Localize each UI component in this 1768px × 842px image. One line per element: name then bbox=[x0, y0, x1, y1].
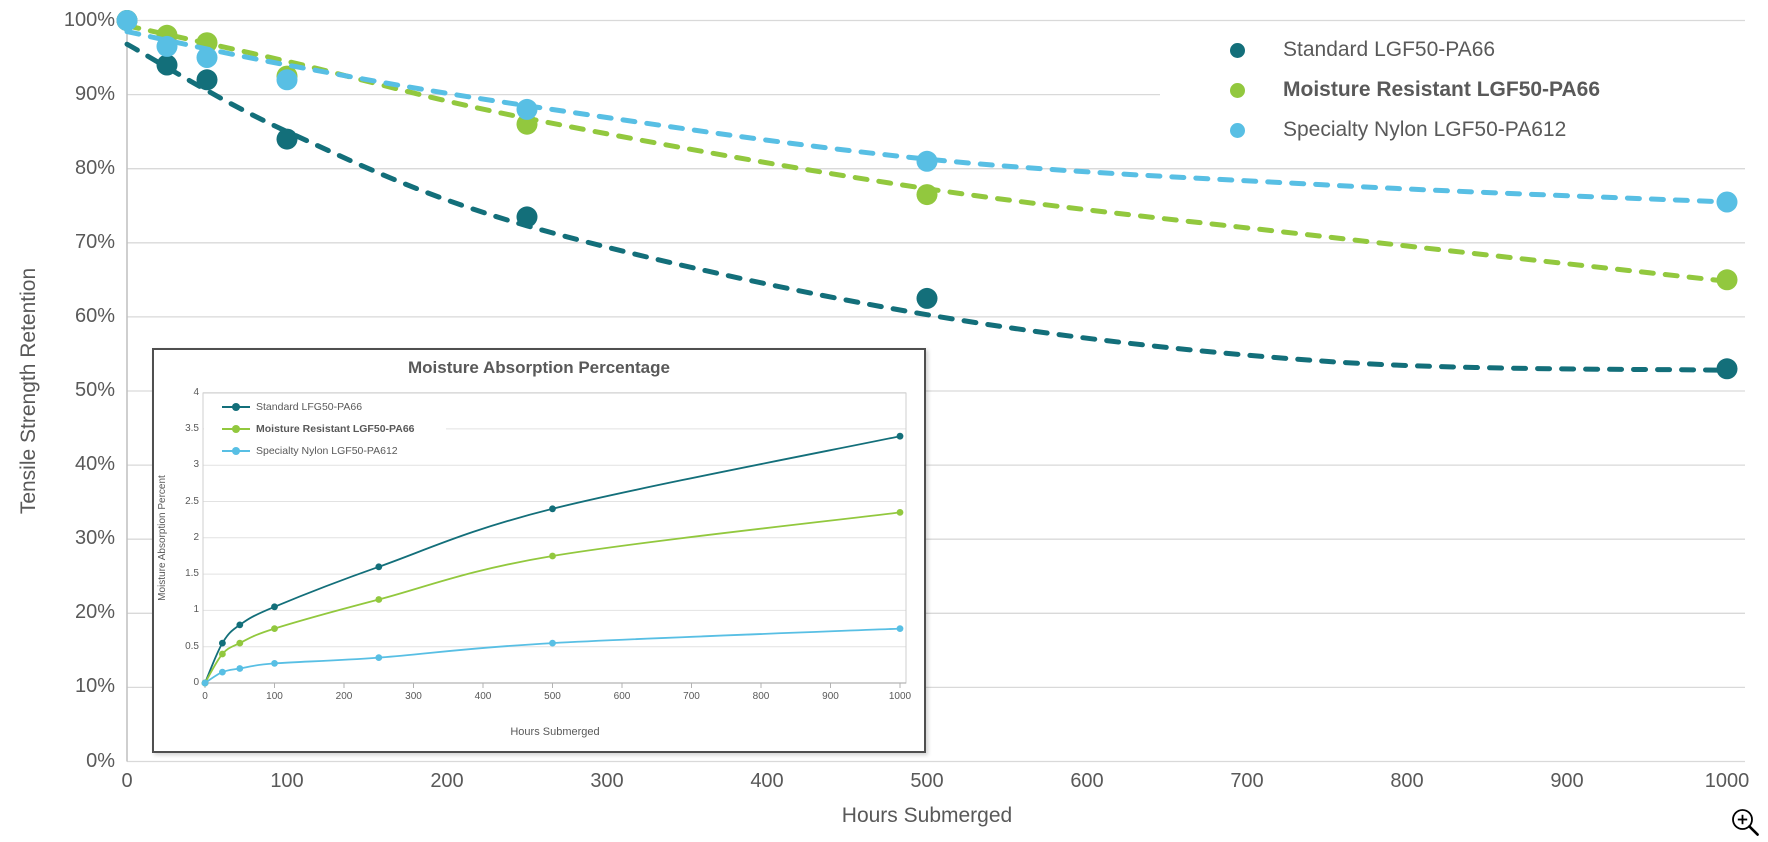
inset-chart-canvas bbox=[201, 392, 907, 688]
legend-item-specialty[interactable]: Specialty Nylon LGF50-PA612 bbox=[1160, 110, 1768, 150]
main-y-axis-title: Tensile Strength Retention bbox=[17, 267, 40, 515]
inset-legend-item-specialty[interactable]: Specialty Nylon LGF50-PA612 bbox=[204, 440, 446, 462]
x-tick-label: 800 bbox=[1390, 770, 1424, 792]
inset-y-tick-label: 2 bbox=[193, 531, 199, 543]
y-tick-label: 20% bbox=[74, 601, 115, 624]
inset-legend-label: Standard LFG50-PA66 bbox=[256, 401, 363, 413]
x-tick-label: 700 bbox=[1230, 770, 1264, 792]
x-tick-label: 0 bbox=[121, 770, 133, 792]
legend-item-standard[interactable]: Standard LGF50-PA66 bbox=[1160, 30, 1768, 70]
x-tick-label: 400 bbox=[750, 770, 784, 792]
inset-x-tick-label: 500 bbox=[544, 691, 561, 702]
inset-legend-label: Specialty Nylon LGF50-PA612 bbox=[256, 445, 398, 457]
inset-x-tick-label: 100 bbox=[266, 691, 283, 702]
x-tick-label: 200 bbox=[430, 770, 464, 792]
inset-x-tick-label: 1000 bbox=[888, 691, 912, 702]
inset-y-tick-label: 3.5 bbox=[185, 422, 199, 434]
y-tick-label: 40% bbox=[74, 453, 115, 476]
y-tick-label: 30% bbox=[74, 527, 115, 550]
main-legend: Standard LGF50-PA66 Moisture Resistant L… bbox=[1160, 30, 1768, 152]
legend-label: Specialty Nylon LGF50-PA612 bbox=[1283, 118, 1567, 141]
y-tick-label: 10% bbox=[74, 675, 115, 698]
specialty-line-marker-icon bbox=[222, 447, 250, 455]
moisture-resistant-line-marker-icon bbox=[222, 425, 250, 433]
legend-item-moisture-resistant[interactable]: Moisture Resistant LGF50-PA66 bbox=[1160, 70, 1768, 110]
inset-legend-item-moisture-resistant[interactable]: Moisture Resistant LGF50-PA66 bbox=[204, 418, 446, 440]
inset-x-axis-title: Hours Submerged bbox=[510, 726, 600, 738]
inset-moisture-absorption-chart: Moisture Absorption Percentage Moisture … bbox=[152, 348, 926, 753]
inset-y-tick-label: 4 bbox=[193, 386, 199, 398]
legend-label: Moisture Resistant LGF50-PA66 bbox=[1283, 78, 1601, 101]
zoom-in-icon[interactable] bbox=[1729, 806, 1763, 840]
y-tick-label: 60% bbox=[74, 304, 115, 327]
inset-y-tick-label: 3 bbox=[193, 459, 199, 471]
x-tick-label: 100 bbox=[270, 770, 304, 792]
x-tick-label: 500 bbox=[910, 770, 944, 792]
inset-x-tick-label: 800 bbox=[752, 691, 770, 702]
inset-y-tick-label: 0.5 bbox=[185, 640, 199, 652]
y-tick-label: 0% bbox=[86, 749, 115, 772]
x-tick-label: 900 bbox=[1550, 770, 1584, 792]
inset-x-tick-label: 700 bbox=[683, 691, 700, 702]
main-x-axis-title: Hours Submerged bbox=[841, 804, 1013, 827]
x-tick-label: 300 bbox=[590, 770, 624, 792]
inset-x-tick-label: 0 bbox=[202, 691, 208, 702]
x-tick-label: 1000 bbox=[1704, 770, 1750, 792]
inset-x-tick-label: 600 bbox=[613, 691, 631, 702]
inset-legend-item-standard[interactable]: Standard LFG50-PA66 bbox=[204, 396, 446, 418]
inset-y-tick-label: 0 bbox=[193, 677, 199, 688]
inset-legend-label: Moisture Resistant LGF50-PA66 bbox=[256, 423, 415, 435]
inset-y-tick-label: 1.5 bbox=[185, 568, 199, 580]
y-tick-label: 80% bbox=[74, 156, 115, 179]
y-tick-label: 100% bbox=[63, 8, 115, 31]
inset-x-tick-label: 900 bbox=[822, 691, 839, 702]
y-tick-label: 70% bbox=[74, 230, 115, 253]
standard-series-dot-icon bbox=[1230, 42, 1245, 58]
legend-label: Standard LGF50-PA66 bbox=[1283, 38, 1496, 61]
y-tick-label: 90% bbox=[74, 82, 115, 105]
moisture-resistant-series-dot-icon bbox=[1230, 82, 1245, 98]
inset-y-tick-label: 1 bbox=[193, 604, 199, 616]
y-tick-label: 50% bbox=[74, 379, 115, 401]
standard-line-marker-icon bbox=[222, 403, 250, 411]
inset-x-tick-label: 400 bbox=[474, 691, 492, 702]
x-tick-label: 600 bbox=[1070, 770, 1104, 792]
specialty-series-dot-icon bbox=[1230, 122, 1245, 138]
inset-x-tick-label: 300 bbox=[405, 691, 422, 702]
inset-chart-title: Moisture Absorption Percentage bbox=[408, 358, 670, 377]
inset-y-tick-label: 2.5 bbox=[185, 495, 199, 507]
inset-legend: Standard LFG50-PA66 Moisture Resistant L… bbox=[204, 396, 446, 464]
inset-x-tick-label: 200 bbox=[335, 691, 353, 702]
